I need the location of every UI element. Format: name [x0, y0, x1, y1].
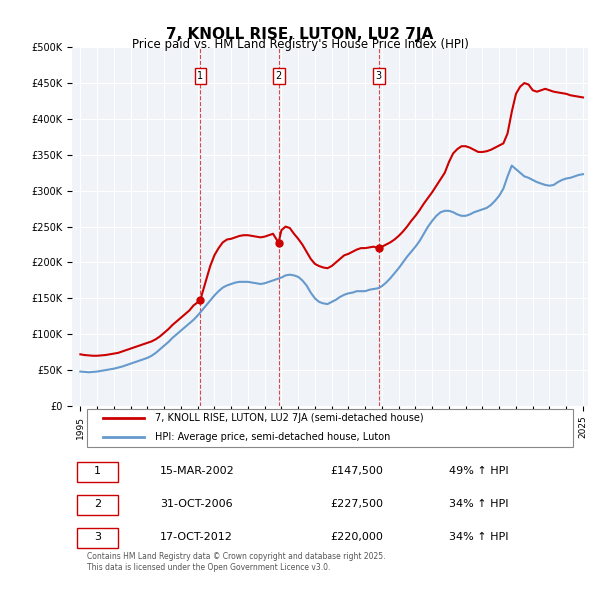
Text: 31-OCT-2006: 31-OCT-2006 — [160, 499, 232, 509]
HPI: Average price, semi-detached house, Luton: (2e+03, 6.1e+04): Average price, semi-detached house, Luto… — [131, 359, 139, 366]
7, KNOLL RISE, LUTON, LU2 7JA (semi-detached house) — [89, 352, 97, 359]
Text: Price paid vs. HM Land Registry's House Price Index (HPI): Price paid vs. HM Land Registry's House … — [131, 38, 469, 51]
HPI: Average price, semi-detached house, Luton: (2.02e+03, 3.23e+05): Average price, semi-detached house, Luto… — [580, 171, 587, 178]
Text: 15-MAR-2002: 15-MAR-2002 — [160, 466, 235, 476]
7, KNOLL RISE, LUTON, LU2 7JA (semi-detached house) — [131, 343, 139, 350]
Text: HPI: Average price, semi-detached house, Luton: HPI: Average price, semi-detached house,… — [155, 432, 390, 442]
HPI: Average price, semi-detached house, Luton: (2.02e+03, 3.35e+05): Average price, semi-detached house, Luto… — [508, 162, 515, 169]
Text: £227,500: £227,500 — [330, 499, 383, 509]
HPI: Average price, semi-detached house, Luton: (2e+03, 4.7e+04): Average price, semi-detached house, Luto… — [85, 369, 92, 376]
7, KNOLL RISE, LUTON, LU2 7JA (semi-detached house) — [77, 351, 84, 358]
Text: 34% ↑ HPI: 34% ↑ HPI — [449, 499, 508, 509]
Text: £220,000: £220,000 — [330, 532, 383, 542]
HPI: Average price, semi-detached house, Luton: (2.01e+03, 1.92e+05): Average price, semi-detached house, Luto… — [395, 265, 402, 272]
7, KNOLL RISE, LUTON, LU2 7JA (semi-detached house) — [554, 89, 562, 96]
Text: 2: 2 — [275, 71, 281, 81]
Text: 34% ↑ HPI: 34% ↑ HPI — [449, 532, 508, 542]
FancyBboxPatch shape — [88, 409, 572, 447]
7, KNOLL RISE, LUTON, LU2 7JA (semi-detached house) — [580, 94, 587, 101]
Text: 2: 2 — [94, 499, 101, 509]
HPI: Average price, semi-detached house, Luton: (2.01e+03, 1.8e+05): Average price, semi-detached house, Luto… — [295, 273, 302, 280]
Text: 17-OCT-2012: 17-OCT-2012 — [160, 532, 233, 542]
FancyBboxPatch shape — [77, 529, 118, 549]
HPI: Average price, semi-detached house, Luton: (2.02e+03, 2.4e+05): Average price, semi-detached house, Luto… — [420, 230, 427, 237]
FancyBboxPatch shape — [77, 495, 118, 515]
HPI: Average price, semi-detached house, Luton: (2.02e+03, 3.12e+05): Average price, semi-detached house, Luto… — [554, 179, 562, 186]
Line: 7, KNOLL RISE, LUTON, LU2 7JA (semi-detached house): 7, KNOLL RISE, LUTON, LU2 7JA (semi-deta… — [80, 83, 583, 356]
Text: 1: 1 — [94, 466, 101, 476]
Text: 3: 3 — [376, 71, 382, 81]
7, KNOLL RISE, LUTON, LU2 7JA (semi-detached house) — [295, 235, 302, 242]
HPI: Average price, semi-detached house, Luton: (2e+03, 4.8e+04): Average price, semi-detached house, Luto… — [77, 368, 84, 375]
Text: £147,500: £147,500 — [330, 466, 383, 476]
Text: 3: 3 — [94, 532, 101, 542]
7, KNOLL RISE, LUTON, LU2 7JA (semi-detached house) — [395, 232, 402, 240]
Text: 7, KNOLL RISE, LUTON, LU2 7JA: 7, KNOLL RISE, LUTON, LU2 7JA — [166, 27, 434, 41]
Text: 1: 1 — [197, 71, 203, 81]
Text: 7, KNOLL RISE, LUTON, LU2 7JA (semi-detached house): 7, KNOLL RISE, LUTON, LU2 7JA (semi-deta… — [155, 413, 423, 423]
7, KNOLL RISE, LUTON, LU2 7JA (semi-detached house) — [198, 291, 205, 299]
HPI: Average price, semi-detached house, Luton: (2e+03, 1.33e+05): Average price, semi-detached house, Luto… — [198, 307, 205, 314]
Line: HPI: Average price, semi-detached house, Luton: HPI: Average price, semi-detached house,… — [80, 166, 583, 372]
7, KNOLL RISE, LUTON, LU2 7JA (semi-detached house) — [521, 80, 528, 87]
FancyBboxPatch shape — [77, 462, 118, 482]
Text: 49% ↑ HPI: 49% ↑ HPI — [449, 466, 508, 476]
Text: Contains HM Land Registry data © Crown copyright and database right 2025.
This d: Contains HM Land Registry data © Crown c… — [88, 552, 386, 572]
7, KNOLL RISE, LUTON, LU2 7JA (semi-detached house) — [420, 200, 427, 207]
